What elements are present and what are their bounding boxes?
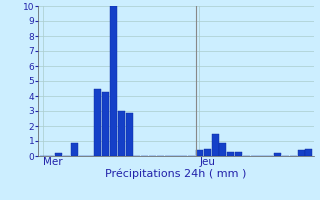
Bar xyxy=(102,92,109,156)
Bar xyxy=(204,148,211,156)
Bar xyxy=(125,112,132,156)
Bar xyxy=(94,88,101,156)
Bar xyxy=(298,150,305,156)
Bar xyxy=(55,153,62,156)
Bar xyxy=(212,134,219,156)
Bar xyxy=(71,142,78,156)
Bar xyxy=(227,152,234,156)
Bar xyxy=(274,153,281,156)
Bar xyxy=(110,6,117,156)
X-axis label: Précipitations 24h ( mm ): Précipitations 24h ( mm ) xyxy=(105,169,247,179)
Bar xyxy=(196,150,203,156)
Bar xyxy=(220,142,227,156)
Bar xyxy=(118,111,125,156)
Bar xyxy=(305,148,312,156)
Bar xyxy=(235,152,242,156)
